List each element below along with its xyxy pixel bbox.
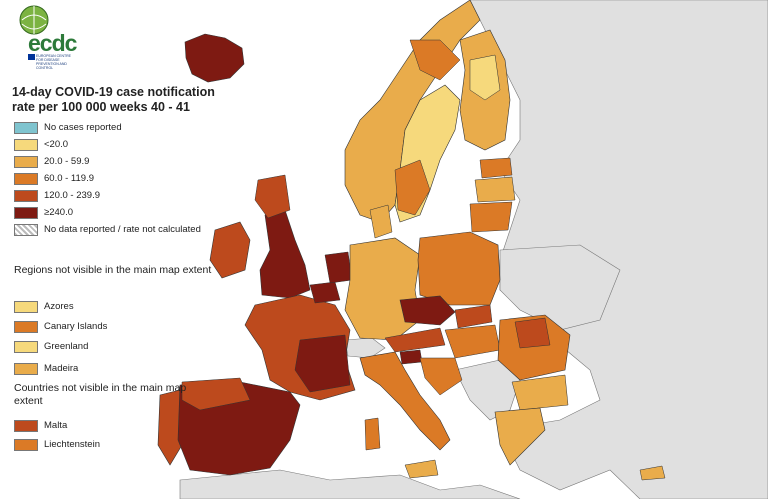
region-iceland [184, 33, 245, 83]
region-netherlands [324, 251, 353, 284]
region-uk [259, 209, 311, 299]
region-sweden-south [394, 159, 431, 216]
logo-subtitle: EUROPEAN CENTRE FOR DISEASE PREVENTION A… [36, 54, 72, 70]
region-finland-inner [469, 54, 501, 101]
legend-label: 120.0 - 239.9 [44, 190, 100, 201]
legend-swatch [14, 139, 38, 151]
non-eu-land-ukraine [499, 244, 621, 331]
regions-heading: Regions not visible in the main map exte… [14, 264, 212, 276]
legend-label: Azores [44, 301, 74, 312]
ecdc-logo [14, 4, 94, 68]
region-bulgaria [511, 374, 569, 411]
legend-swatch [14, 173, 38, 185]
region-greece [494, 407, 546, 466]
region-norway-north [409, 39, 461, 81]
region-hungary [444, 324, 501, 359]
region-slovakia [454, 304, 493, 329]
countries-heading: Countries not visible in the main map ex… [14, 382, 187, 407]
legend-swatch [14, 122, 38, 134]
legend-swatch [14, 363, 38, 375]
region-slovenia [399, 349, 423, 365]
legend-label: Malta [44, 420, 68, 431]
legend-swatch [14, 224, 38, 236]
legend-swatch [14, 321, 38, 333]
legend-label: ≥240.0 [44, 207, 73, 218]
region-spain-north [181, 377, 251, 411]
region-croatia [419, 357, 463, 396]
legend-swatch [14, 190, 38, 202]
legend-swatch [14, 420, 38, 432]
legend-swatch [14, 301, 38, 313]
legend-label: No cases reported [44, 122, 122, 133]
legend-swatch [14, 439, 38, 451]
legend-label: Liechtenstein [44, 439, 100, 450]
region-austria [384, 327, 446, 353]
region-france-south [294, 334, 351, 393]
legend-swatch [14, 207, 38, 219]
region-latvia [474, 176, 516, 203]
region-czechia [399, 295, 456, 326]
legend-label: 60.0 - 119.9 [44, 173, 95, 184]
logo-wordmark: ecdc [28, 30, 77, 56]
region-ireland [209, 221, 251, 279]
region-germany [344, 237, 421, 341]
region-cyprus [639, 465, 666, 481]
legend-label: Greenland [44, 341, 89, 352]
region-romania-north [514, 317, 551, 349]
region-belgium [309, 281, 341, 304]
legend-label: 20.0 - 59.9 [44, 156, 90, 167]
globe-icon [19, 5, 49, 35]
legend-swatch [14, 341, 38, 353]
non-eu-land-east [469, 0, 768, 499]
region-estonia [479, 157, 513, 179]
region-denmark [369, 204, 393, 239]
eu-flag-icon [28, 54, 35, 60]
region-portugal [157, 389, 186, 466]
map-title: 14-day COVID-19 case notification rate p… [12, 85, 215, 114]
region-italy [359, 351, 451, 451]
region-sardinia [364, 417, 381, 451]
legend-swatch [14, 156, 38, 168]
non-eu-land-north-africa [179, 469, 521, 499]
legend-label: Madeira [44, 363, 79, 374]
region-sicily [404, 459, 439, 479]
legend-label: <20.0 [44, 139, 69, 150]
region-poland [417, 231, 501, 306]
legend-label: No data reported / rate not calculated [44, 224, 201, 235]
region-uk-scotland [254, 174, 291, 219]
legend-label: Canary Islands [44, 321, 108, 332]
region-lithuania [469, 201, 513, 233]
region-romania [497, 314, 571, 381]
